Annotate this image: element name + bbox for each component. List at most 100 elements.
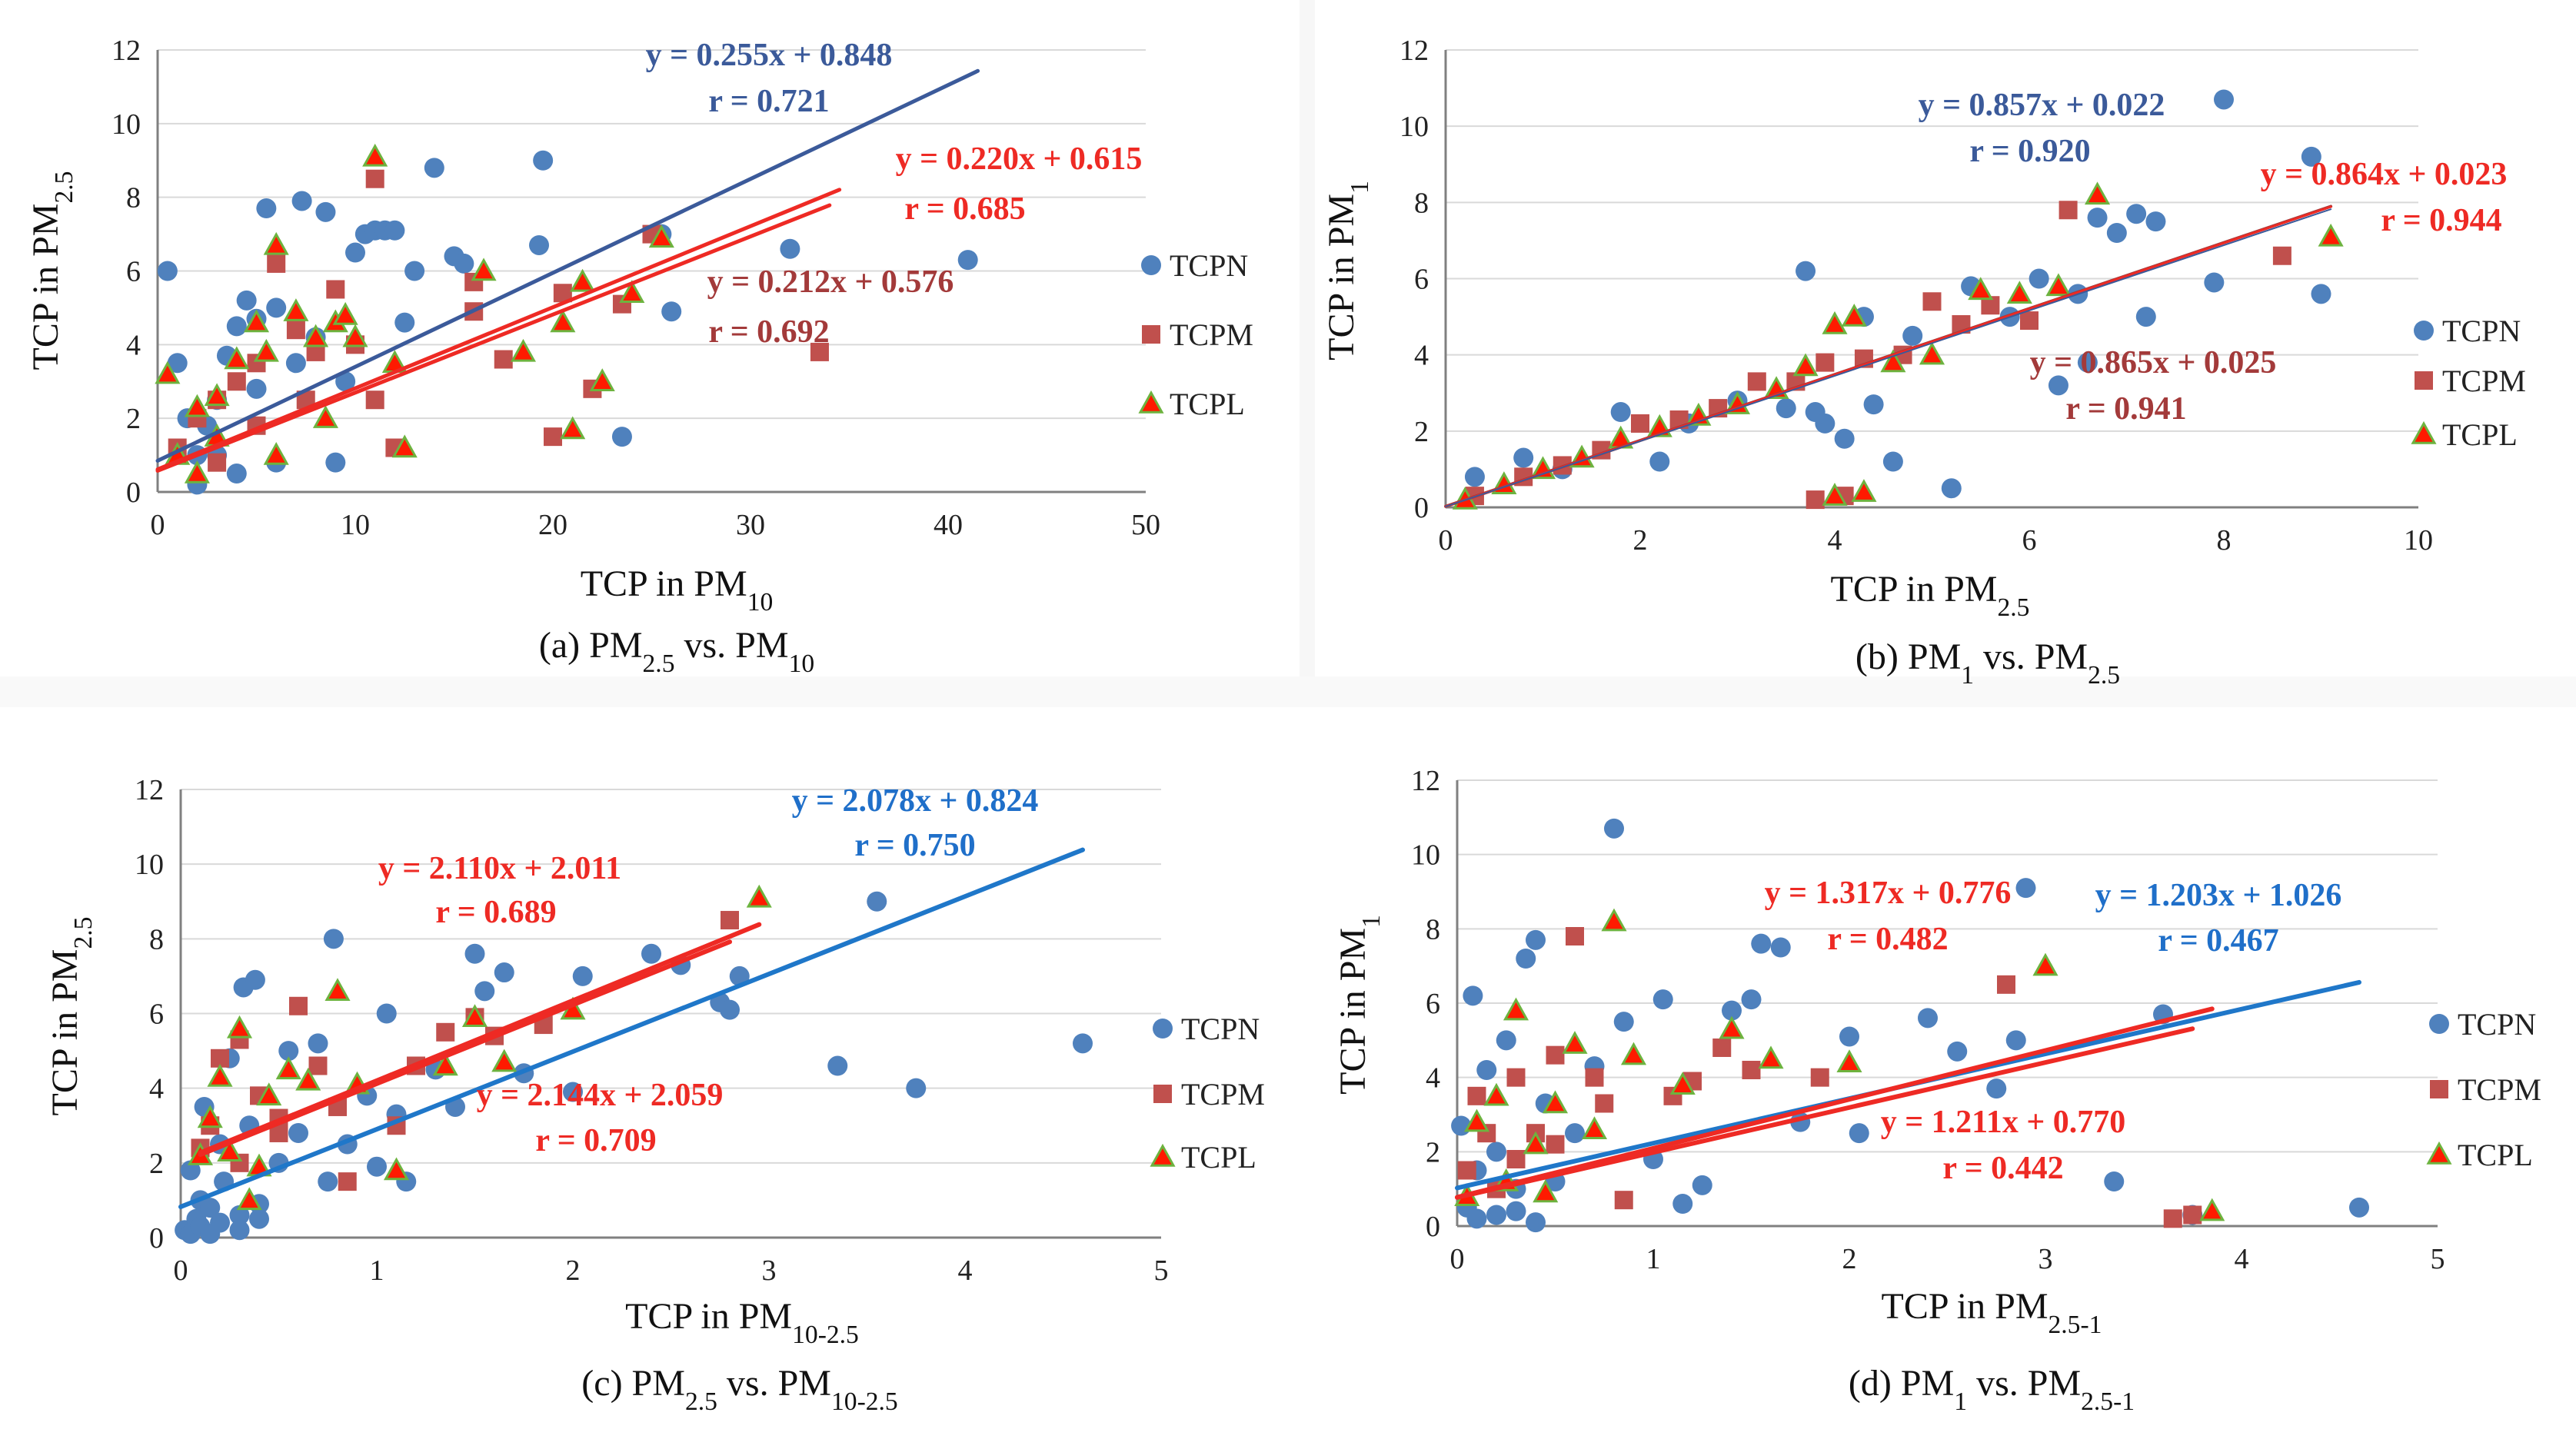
point-tcpn: [2204, 272, 2225, 293]
point-tcpn: [1613, 1012, 1634, 1032]
caption-subscript: 2.5: [2088, 661, 2120, 690]
point-tcpn: [1941, 478, 1962, 499]
point-tcpl: [589, 368, 615, 391]
point-tcpl: [1601, 908, 1627, 932]
point-tcpm: [308, 1056, 328, 1075]
legend: TCPN TCPM TCPL: [2411, 314, 2526, 452]
point-tcpm: [2058, 201, 2078, 220]
y-tick-label: 6: [126, 256, 141, 288]
equation-label: y = 0.865x + 0.025: [2030, 345, 2277, 381]
x-axis-label: TCP in PM2.5-1: [1882, 1286, 2102, 1339]
point-tcpn: [464, 943, 485, 964]
point-tcpn: [2301, 146, 2321, 167]
point-tcpm: [1747, 372, 1766, 391]
legend-label: TCPL: [2458, 1138, 2533, 1172]
point-tcpn: [1947, 1041, 1968, 1062]
caption-subscript: 2.5-1: [2081, 1387, 2135, 1416]
point-tcpm: [1806, 490, 1825, 510]
panel-caption: (b) PM1 vs. PM2.5: [1855, 636, 2120, 690]
point-tcpn: [157, 261, 178, 281]
point-tcpm: [365, 169, 384, 188]
point-tcpn: [200, 1198, 221, 1218]
y-tick-label: 6: [1414, 264, 1429, 296]
point-tcpm: [1546, 1135, 1565, 1154]
point-tcpl: [1851, 479, 1877, 502]
point-tcpl: [332, 301, 358, 325]
y-tick-label: 0: [126, 477, 141, 509]
legend-label: TCPM: [1181, 1077, 1265, 1112]
point-tcpl: [510, 338, 536, 362]
caption-subscript: 2.5: [685, 1387, 717, 1416]
x-tick-label: 1: [1646, 1243, 1661, 1275]
point-tcpn: [1722, 1000, 1742, 1021]
point-tcpn: [288, 1122, 308, 1143]
point-tcpl: [275, 1056, 301, 1080]
x-axis-label-subscript: 2.5-1: [2048, 1311, 2102, 1339]
point-tcpn: [1815, 413, 1835, 434]
point-tcpl: [1581, 1116, 1608, 1140]
x-tick-label: 0: [1439, 524, 1453, 557]
point-tcpl: [197, 1105, 223, 1128]
fit-line-tcpn: [155, 68, 980, 463]
point-tcpn: [1526, 929, 1546, 950]
panel-caption: (a) PM2.5 vs. PM10: [539, 625, 814, 678]
point-tcpn: [245, 969, 265, 990]
point-tcpm: [1595, 1094, 1614, 1113]
y-axis-label-subscript: 1: [1346, 181, 1374, 194]
point-tcpm: [2163, 1209, 2182, 1228]
caption-subscript: 10: [789, 650, 815, 678]
point-tcpn: [1513, 447, 1534, 468]
point-tcpl: [2006, 281, 2032, 304]
point-tcpl: [155, 361, 181, 384]
y-tick-label: 0: [1426, 1211, 1440, 1243]
point-tcpn: [323, 929, 344, 949]
point-tcpn: [394, 312, 415, 333]
point-tcpl: [1483, 1082, 1509, 1106]
legend-marker-tcpm: [1153, 1085, 1172, 1103]
point-tcpn: [1652, 989, 1673, 1010]
legend-label: TCPM: [2442, 364, 2526, 398]
x-axis-label-main: TCP in PM: [625, 1296, 792, 1337]
point-tcpm: [1631, 414, 1649, 433]
x-axis-label-subscript: 10-2.5: [792, 1321, 859, 1349]
point-tcpn: [1918, 1008, 1938, 1029]
point-tcpl: [207, 1064, 233, 1087]
point-tcpl: [2045, 273, 2072, 297]
point-tcpl: [1758, 1045, 1784, 1069]
point-tcpm: [1614, 1191, 1633, 1210]
point-tcpn: [1834, 428, 1855, 449]
point-tcpn: [1466, 1208, 1487, 1229]
panel-caption: (d) PM1 vs. PM2.5-1: [1849, 1363, 2135, 1416]
point-tcpn: [229, 1220, 250, 1241]
point-tcpn: [1751, 933, 1772, 954]
point-tcpm: [1457, 1161, 1476, 1180]
y-tick-label: 2: [1426, 1136, 1440, 1168]
y-tick-label: 12: [135, 774, 164, 806]
point-tcpl: [2318, 223, 2344, 247]
chart-panel-b: 0 2 4 6 8 10 12 0 2 4 6 8 10 y = 0.857x + 0.022 r = 0.…: [1321, 35, 2526, 690]
point-tcpm: [1712, 1039, 1732, 1057]
point-tcpn: [229, 1205, 250, 1225]
point-tcpn: [563, 1082, 583, 1102]
legend-label: TCPN: [2458, 1007, 2536, 1042]
point-tcpn: [729, 965, 750, 986]
legend-marker-tcpl: [1138, 390, 1164, 414]
point-tcpn: [1796, 261, 1816, 281]
equation-label: y = 0.212x + 0.576: [707, 264, 954, 300]
point-tcpm: [286, 321, 305, 340]
correlation-label: r = 0.482: [1827, 922, 1948, 957]
legend-marker-tcpm: [1142, 325, 1160, 344]
point-tcpn: [1610, 402, 1631, 423]
point-tcpn: [827, 1055, 848, 1076]
x-tick-label: 0: [174, 1255, 188, 1287]
point-tcpn: [236, 290, 257, 311]
point-tcpl: [648, 224, 674, 248]
point-tcpn: [572, 965, 593, 986]
point-tcpl: [1463, 1108, 1490, 1132]
point-tcpn: [210, 1212, 230, 1233]
legend-label: TCPL: [2442, 417, 2518, 452]
y-tick-label: 8: [126, 182, 141, 214]
